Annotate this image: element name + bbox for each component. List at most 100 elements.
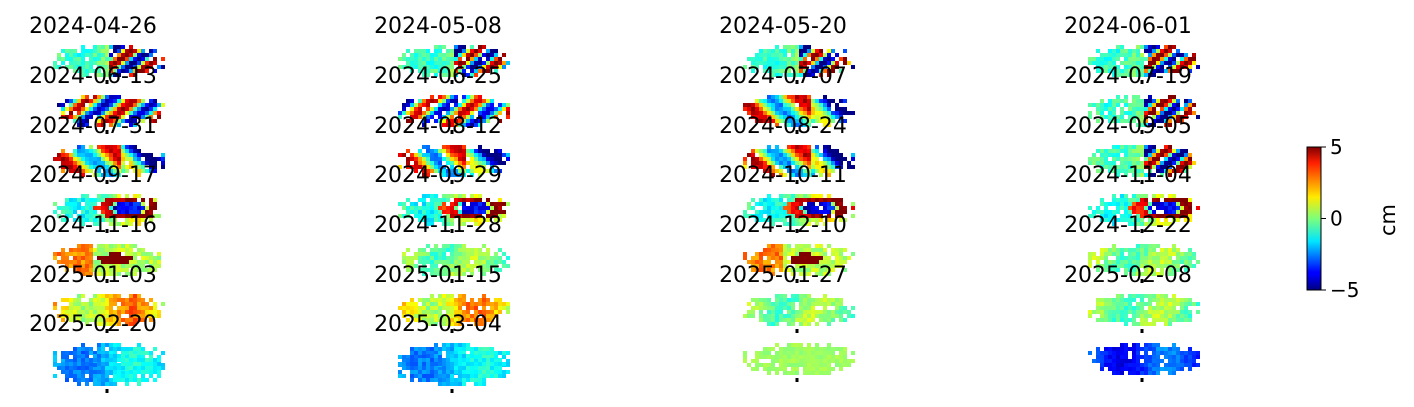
panel-pixel: [482, 268, 486, 272]
panel-pixel: [422, 358, 426, 362]
panel-pixel: [133, 268, 137, 272]
panel-pixel: [474, 362, 478, 366]
panel-pixel: [442, 145, 446, 149]
panel-pixel: [799, 264, 803, 268]
panel-pixel: [145, 252, 149, 256]
panel-pixel: [1176, 49, 1180, 53]
panel-pixel: [85, 194, 89, 198]
panel-pixel: [494, 355, 498, 359]
panel-pixel: [470, 73, 474, 77]
panel-pixel: [1124, 367, 1128, 371]
panel-pixel: [1136, 310, 1140, 314]
panel-pixel: [446, 382, 450, 386]
panel-pixel: [137, 347, 141, 351]
panel-pixel: [89, 370, 93, 374]
panel-pixel: [1096, 107, 1100, 111]
panel-pixel: [755, 359, 759, 363]
panel-pixel: [1100, 99, 1104, 103]
panel-pixel: [1156, 294, 1160, 298]
panel-pixel: [101, 49, 105, 53]
panel-pixel: [791, 149, 795, 153]
reference-point-marker: [105, 130, 109, 134]
panel-pixel: [1136, 244, 1140, 248]
panel-pixel: [1156, 45, 1160, 49]
panel-pixel: [823, 99, 827, 103]
panel-pixel: [811, 206, 815, 210]
panel-pixel: [85, 351, 89, 355]
panel-pixel: [454, 362, 458, 366]
panel-pixel: [125, 355, 129, 359]
panel-pixel: [145, 362, 149, 366]
panel-pixel: [69, 111, 73, 115]
panel-pixel: [815, 169, 819, 173]
panel-pixel: [402, 206, 406, 210]
panel-pixel: [97, 374, 101, 378]
panel-pixel: [97, 347, 101, 351]
panel-pixel: [69, 260, 73, 264]
panel-pixel: [1156, 157, 1160, 161]
panel-pixel: [1160, 49, 1164, 53]
panel-pixel: [61, 298, 65, 302]
panel-pixel: [759, 318, 763, 322]
panel-pixel: [470, 53, 474, 57]
panel-pixel: [117, 260, 121, 264]
panel-pixel: [462, 145, 466, 149]
panel-pixel: [1136, 111, 1140, 115]
panel-pixel: [446, 145, 450, 149]
panel-pixel: [125, 99, 129, 103]
panel-pixel: [1164, 103, 1168, 107]
panel-pixel: [426, 149, 430, 153]
panel-pixel: [1128, 367, 1132, 371]
panel-pixel: [1192, 61, 1196, 65]
panel-pixel: [775, 343, 779, 347]
panel-pixel: [1164, 161, 1168, 165]
panel-pixel: [153, 49, 157, 53]
panel-pixel: [851, 165, 855, 169]
panel-pixel: [771, 161, 775, 165]
panel-pixel: [1180, 302, 1184, 306]
panel-pixel: [1164, 53, 1168, 57]
panel-pixel: [755, 157, 759, 161]
panel-pixel: [783, 103, 787, 107]
panel-pixel: [77, 149, 81, 153]
panel-pixel: [470, 57, 474, 61]
panel-pixel: [97, 358, 101, 362]
panel-pixel: [486, 107, 490, 111]
panel-pixel: [129, 248, 133, 252]
panel-pixel: [422, 57, 426, 61]
panel-pixel: [418, 248, 422, 252]
panel-pixel: [101, 248, 105, 252]
panel-pixel: [1140, 107, 1144, 111]
reference-point-marker: [450, 279, 454, 283]
panel-pixel: [1192, 103, 1196, 107]
panel-map: [743, 294, 855, 333]
panel-pixel: [1100, 53, 1104, 57]
panel-pixel: [1140, 322, 1144, 326]
panel-pixel: [759, 157, 763, 161]
panel-pixel: [77, 294, 81, 298]
panel-pixel: [442, 268, 446, 272]
panel-pixel: [1136, 272, 1140, 276]
panel-pixel: [101, 358, 105, 362]
panel-pixel: [1164, 214, 1168, 218]
panel-pixel: [1108, 264, 1112, 268]
panel-pixel: [53, 359, 57, 363]
panel-pixel: [1172, 363, 1176, 367]
panel-pixel: [430, 149, 434, 153]
panel-pixel: [414, 169, 418, 173]
panel-pixel: [1108, 61, 1112, 65]
panel-pixel: [1140, 99, 1144, 103]
panel-pixel: [791, 218, 795, 222]
panel-pixel: [410, 99, 414, 103]
panel-pixel: [1192, 302, 1196, 306]
panel-pixel: [506, 310, 510, 314]
panel-pixel: [851, 314, 855, 318]
panel-pixel: [85, 264, 89, 268]
panel-pixel: [145, 169, 149, 173]
panel-pixel: [831, 218, 835, 222]
panel-pixel: [105, 256, 109, 260]
panel-pixel: [77, 123, 81, 127]
panel-pixel: [763, 157, 767, 161]
panel-pixel: [775, 149, 779, 153]
panel-pixel: [807, 107, 811, 111]
